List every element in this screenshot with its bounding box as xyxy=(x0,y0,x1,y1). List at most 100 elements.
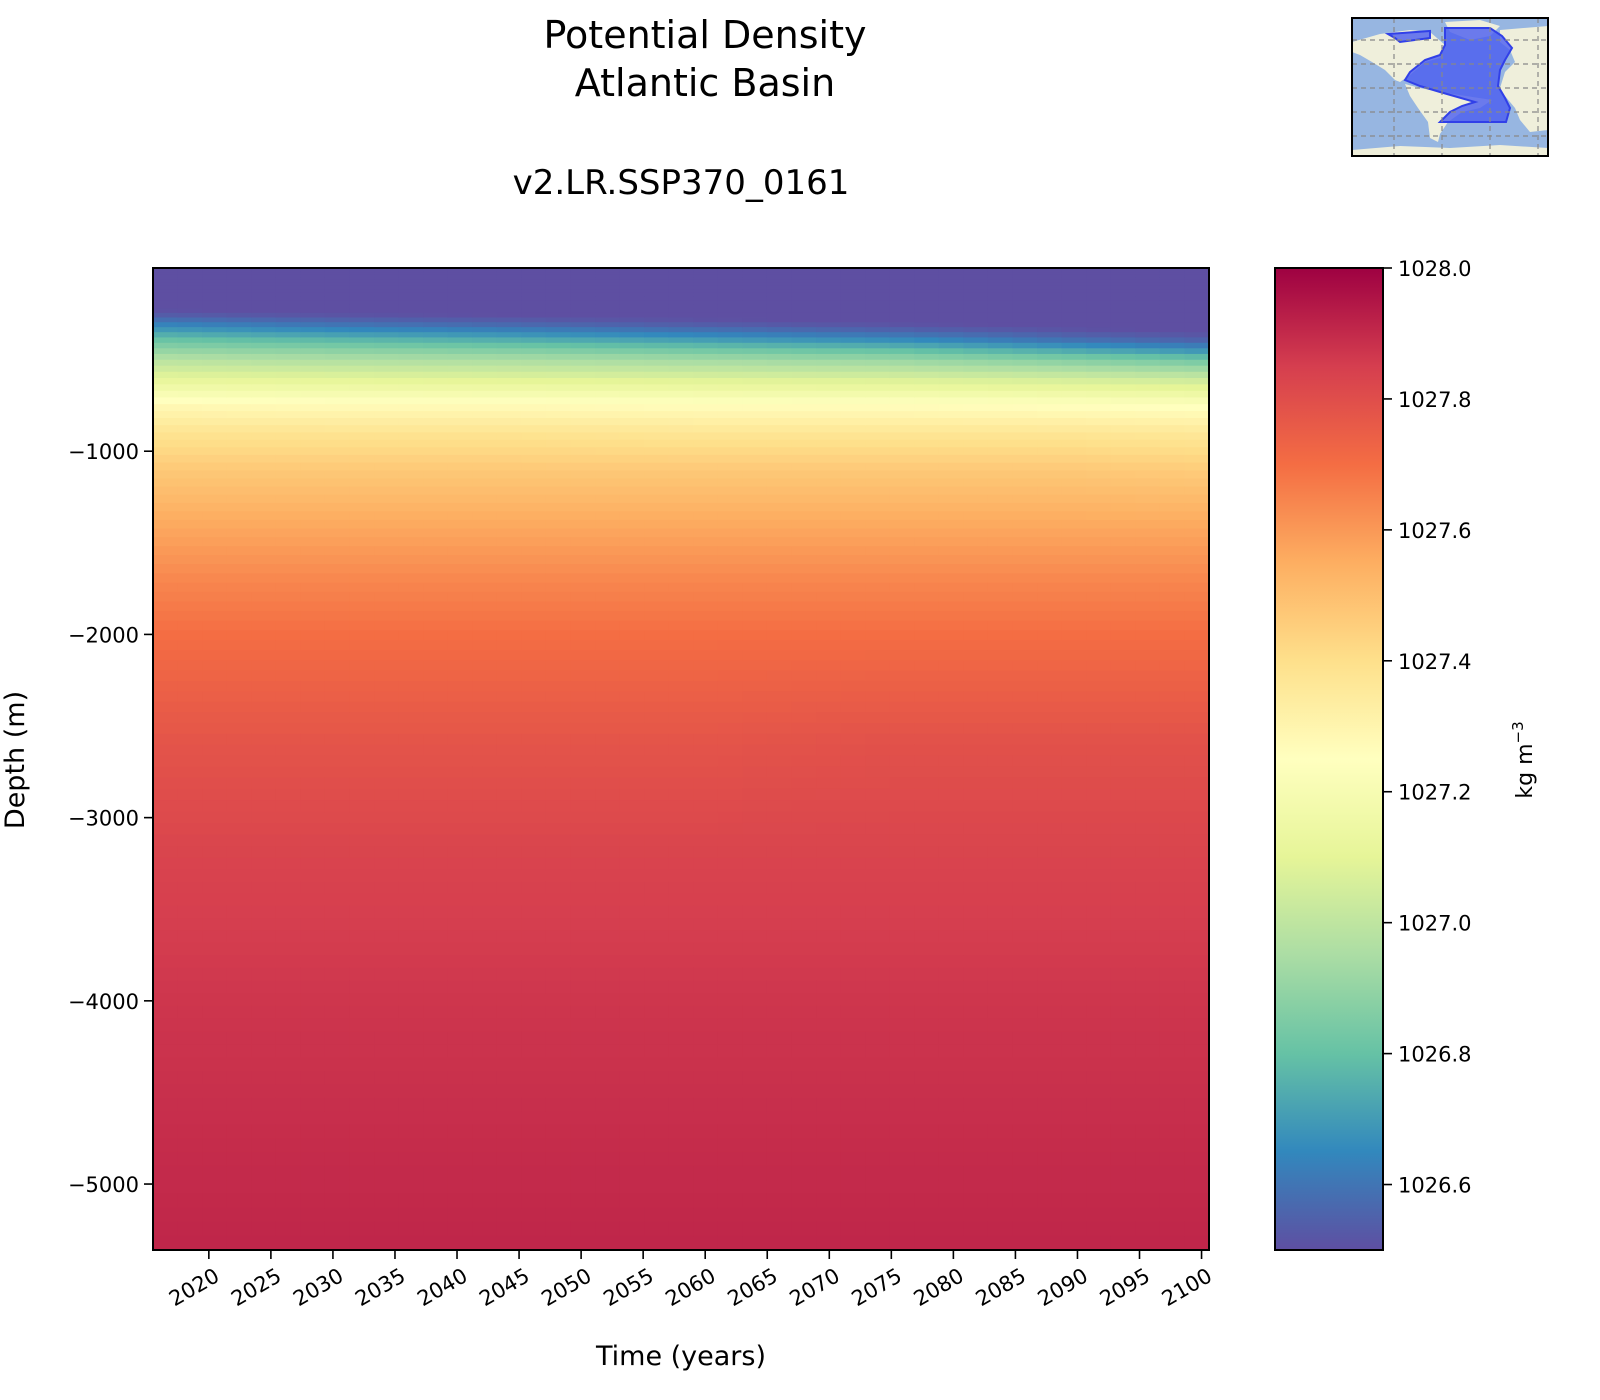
heatmap-cell xyxy=(717,511,743,521)
heatmap-cell xyxy=(447,300,473,305)
heatmap-cell xyxy=(447,733,473,746)
heatmap-cell xyxy=(275,881,301,895)
heatmap-cell xyxy=(226,332,252,339)
heatmap-cell xyxy=(324,591,351,603)
heatmap-cell xyxy=(1037,285,1063,290)
heatmap-cell xyxy=(816,384,842,392)
heatmap-cell xyxy=(938,365,965,373)
heatmap-cell xyxy=(447,1193,473,1209)
heatmap-cell xyxy=(865,1221,891,1237)
heatmap-cell xyxy=(840,486,866,496)
heatmap-cell xyxy=(816,869,842,883)
heatmap-cell xyxy=(816,591,842,603)
heatmap-cell xyxy=(1037,304,1063,310)
heatmap-cell xyxy=(1135,285,1161,290)
heatmap-cell xyxy=(840,822,866,836)
heatmap-cell xyxy=(1037,918,1063,931)
heatmap-cell xyxy=(766,348,793,355)
heatmap-cell xyxy=(987,537,1014,547)
heatmap-cell xyxy=(251,1221,277,1237)
heatmap-cell xyxy=(619,788,645,801)
heatmap-cell xyxy=(742,834,768,847)
heatmap-cell xyxy=(766,486,793,496)
heatmap-cell xyxy=(1012,777,1038,790)
heatmap-cell xyxy=(816,573,842,584)
heatmap-cell xyxy=(545,942,572,956)
heatmap-cell xyxy=(938,353,965,361)
heatmap-cell xyxy=(840,285,866,290)
heatmap-cell xyxy=(423,955,449,969)
heatmap-cell xyxy=(816,546,842,556)
heatmap-cell xyxy=(865,432,891,441)
heatmap-cell xyxy=(153,766,179,779)
heatmap-cell xyxy=(324,893,351,907)
heatmap-cell xyxy=(668,755,694,768)
heatmap-cell xyxy=(570,528,596,538)
heatmap-cell xyxy=(1037,404,1063,412)
heatmap-cell xyxy=(865,282,891,287)
heatmap-cell xyxy=(324,348,351,355)
heatmap-cell xyxy=(570,834,596,847)
heatmap-cell xyxy=(914,1124,940,1139)
heatmap-cell xyxy=(251,930,277,944)
heatmap-cell xyxy=(766,470,793,480)
heatmap-cell xyxy=(545,486,572,496)
heatmap-cell xyxy=(447,348,473,355)
heatmap-cell xyxy=(1086,1138,1112,1153)
heatmap-cell xyxy=(275,630,301,641)
heatmap-cell xyxy=(349,955,375,969)
heatmap-cell xyxy=(1012,292,1038,297)
heatmap-cell xyxy=(251,292,277,297)
heatmap-cell xyxy=(226,1097,252,1112)
heatmap-cell xyxy=(275,359,301,367)
heatmap-cell xyxy=(251,1005,277,1020)
heatmap-cell xyxy=(791,1151,817,1167)
heatmap-cell xyxy=(496,955,522,969)
heatmap-cell xyxy=(202,680,228,692)
heatmap-cell xyxy=(791,1031,817,1046)
heatmap-cell xyxy=(889,893,915,907)
heatmap-cell xyxy=(938,300,965,305)
heatmap-cell xyxy=(1135,546,1161,556)
heatmap-cell xyxy=(865,869,891,883)
heatmap-cell xyxy=(717,312,743,319)
heatmap-cell xyxy=(153,348,179,355)
heatmap-cell xyxy=(423,800,449,813)
heatmap-cell xyxy=(1037,650,1063,661)
heatmap-cell xyxy=(1110,317,1136,323)
heatmap-cell xyxy=(226,317,252,323)
heatmap-cell xyxy=(1135,289,1161,294)
heatmap-cell xyxy=(300,411,326,419)
heatmap-cell xyxy=(349,691,375,703)
heatmap-cell xyxy=(300,993,326,1007)
heatmap-cell xyxy=(619,918,645,931)
heatmap-cell xyxy=(349,591,375,603)
heatmap-cell xyxy=(595,857,621,871)
heatmap-cell xyxy=(1061,712,1087,724)
heatmap-cell xyxy=(398,1221,424,1237)
heatmap-cell xyxy=(177,670,203,682)
heatmap-cell xyxy=(1086,478,1112,488)
heatmap-cell xyxy=(644,494,670,504)
heatmap-cell xyxy=(374,1097,400,1112)
heatmap-cell xyxy=(1037,691,1063,703)
heatmap-cell xyxy=(1110,478,1136,488)
heatmap-cell xyxy=(791,800,817,813)
heatmap-cell xyxy=(865,390,891,399)
heatmap-cell xyxy=(1037,296,1063,301)
heatmap-cell xyxy=(226,777,252,790)
heatmap-cell xyxy=(1037,528,1063,538)
heatmap-cell xyxy=(865,418,891,426)
heatmap-cell xyxy=(472,722,498,735)
heatmap-cell xyxy=(398,1235,424,1251)
heatmap-cell xyxy=(226,733,252,746)
heatmap-cell xyxy=(914,289,940,294)
heatmap-cell xyxy=(1061,300,1087,305)
heatmap-cell xyxy=(349,1151,375,1167)
heatmap-cell xyxy=(177,777,203,790)
heatmap-cell xyxy=(496,312,522,319)
heatmap-cell xyxy=(693,289,719,294)
heatmap-cell xyxy=(914,478,940,488)
heatmap-cell xyxy=(668,691,694,703)
heatmap-cell xyxy=(398,766,424,779)
